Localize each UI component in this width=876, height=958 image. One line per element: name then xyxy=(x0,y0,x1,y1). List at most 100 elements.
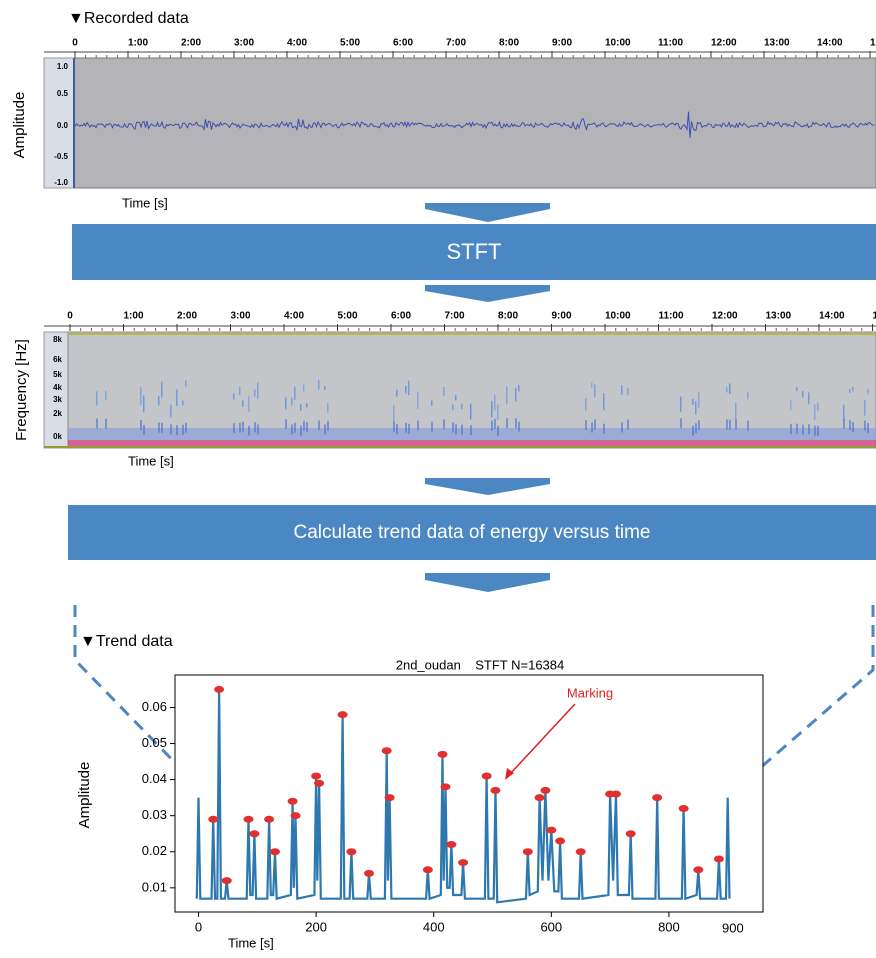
scale-label: 0k xyxy=(53,432,62,441)
chart-title: 2nd_oudan STFT N=16384 xyxy=(396,657,565,672)
spectral-streak xyxy=(417,421,419,431)
spectral-streak xyxy=(591,423,593,433)
x-tick-label: 200 xyxy=(305,919,327,934)
spectral-streak xyxy=(849,420,851,430)
spectral-streak xyxy=(324,424,326,434)
spectral-streak xyxy=(248,426,250,436)
ruler-label: 15:00 xyxy=(873,311,876,322)
marking-point xyxy=(440,783,450,790)
marking-point xyxy=(652,794,662,801)
x-tick-label: 400 xyxy=(423,919,445,934)
spectral-streak xyxy=(461,404,463,409)
marking-point xyxy=(249,830,259,837)
marking-point xyxy=(346,848,356,855)
spectral-streak xyxy=(452,422,454,432)
spectral-streak xyxy=(814,404,816,420)
spectral-streak xyxy=(393,422,395,432)
marking-point xyxy=(214,686,224,693)
spectral-streak xyxy=(143,425,145,435)
section-title: ▼Recorded data xyxy=(68,10,189,27)
spectral-streak xyxy=(491,421,493,431)
x-label: Time [s] xyxy=(122,195,168,210)
x-tick-label: 800 xyxy=(658,919,680,934)
spectral-streak xyxy=(176,425,178,435)
spectral-streak xyxy=(698,392,700,408)
spectral-streak xyxy=(747,421,749,431)
annotation: 900 xyxy=(722,920,744,935)
spectral-streak xyxy=(680,397,682,412)
marking-point xyxy=(576,848,586,855)
spectral-streak xyxy=(176,389,178,406)
spectral-streak xyxy=(285,397,287,409)
spectral-streak xyxy=(695,423,697,433)
y-tick-label: 0.03 xyxy=(142,807,167,822)
ruler-label: 10:00 xyxy=(605,311,631,322)
spectral-streak xyxy=(185,423,187,433)
spectral-streak xyxy=(318,380,320,390)
marking-point xyxy=(382,747,392,754)
down-arrow xyxy=(425,573,550,592)
plot-frame xyxy=(175,675,763,912)
spectral-streak xyxy=(182,401,184,406)
spectral-streak xyxy=(431,422,433,432)
spectral-streak xyxy=(726,419,728,429)
spectral-streak xyxy=(443,387,445,396)
spectral-streak xyxy=(248,396,250,412)
spectral-streak xyxy=(852,387,854,392)
spectral-streak xyxy=(140,420,142,430)
spectral-streak xyxy=(185,380,187,386)
scale-label: -1.0 xyxy=(54,178,68,187)
scale-label: 1.0 xyxy=(57,62,69,71)
scale-label: 8k xyxy=(53,335,62,344)
spectral-streak xyxy=(158,423,160,433)
spectral-streak xyxy=(300,426,302,436)
spectral-streak xyxy=(408,381,410,395)
spectral-streak xyxy=(105,419,107,429)
spectral-streak xyxy=(254,390,256,397)
ruler-label: 15:00 xyxy=(870,38,876,49)
spectral-streak xyxy=(627,420,629,430)
ruler-label: 8:00 xyxy=(498,311,518,322)
spectral-streak xyxy=(729,383,731,394)
ruler-label: 2:00 xyxy=(177,311,197,322)
figure: ▼Recorded data 01:002:003:004:005:006:00… xyxy=(0,0,876,958)
x-tick-label: 600 xyxy=(540,919,562,934)
spectral-streak xyxy=(680,418,682,428)
ruler-label: 7:00 xyxy=(446,38,466,49)
spectral-streak xyxy=(461,425,463,435)
ruler-label: 6:00 xyxy=(393,38,413,49)
spectral-streak xyxy=(802,391,804,397)
marking-point xyxy=(611,791,621,798)
ruler-label: 4:00 xyxy=(284,311,304,322)
spectral-streak xyxy=(455,424,457,434)
marking-point xyxy=(208,816,218,823)
ruler-label: 5:00 xyxy=(340,38,360,49)
spectral-streak xyxy=(396,390,398,397)
y-label: Frequency [Hz] xyxy=(13,339,30,441)
marking-point xyxy=(291,812,301,819)
spectral-streak xyxy=(327,403,329,413)
spectral-streak xyxy=(494,419,496,429)
spectral-streak xyxy=(291,398,293,406)
marking-point xyxy=(264,816,274,823)
spectral-streak xyxy=(796,424,798,434)
spectral-streak xyxy=(303,384,305,391)
spectral-streak xyxy=(621,385,623,395)
spectral-streak xyxy=(300,404,302,411)
down-arrow xyxy=(425,285,550,302)
spectral-streak xyxy=(843,405,845,421)
ruler-label: 6:00 xyxy=(391,311,411,322)
process-label: STFT xyxy=(447,239,502,264)
marking-point xyxy=(270,848,280,855)
scale-label: 3k xyxy=(53,395,62,404)
marking-point xyxy=(423,866,433,873)
spectral-streak xyxy=(726,387,728,392)
scale-label: 6k xyxy=(53,355,62,364)
spectral-streak xyxy=(470,404,472,420)
marking-point xyxy=(314,780,324,787)
y-label: Amplitude xyxy=(11,92,28,159)
y-tick-label: 0.02 xyxy=(142,843,167,858)
y-label: Amplitude xyxy=(76,762,93,829)
spectral-streak xyxy=(431,400,433,405)
spectral-streak xyxy=(864,400,866,415)
